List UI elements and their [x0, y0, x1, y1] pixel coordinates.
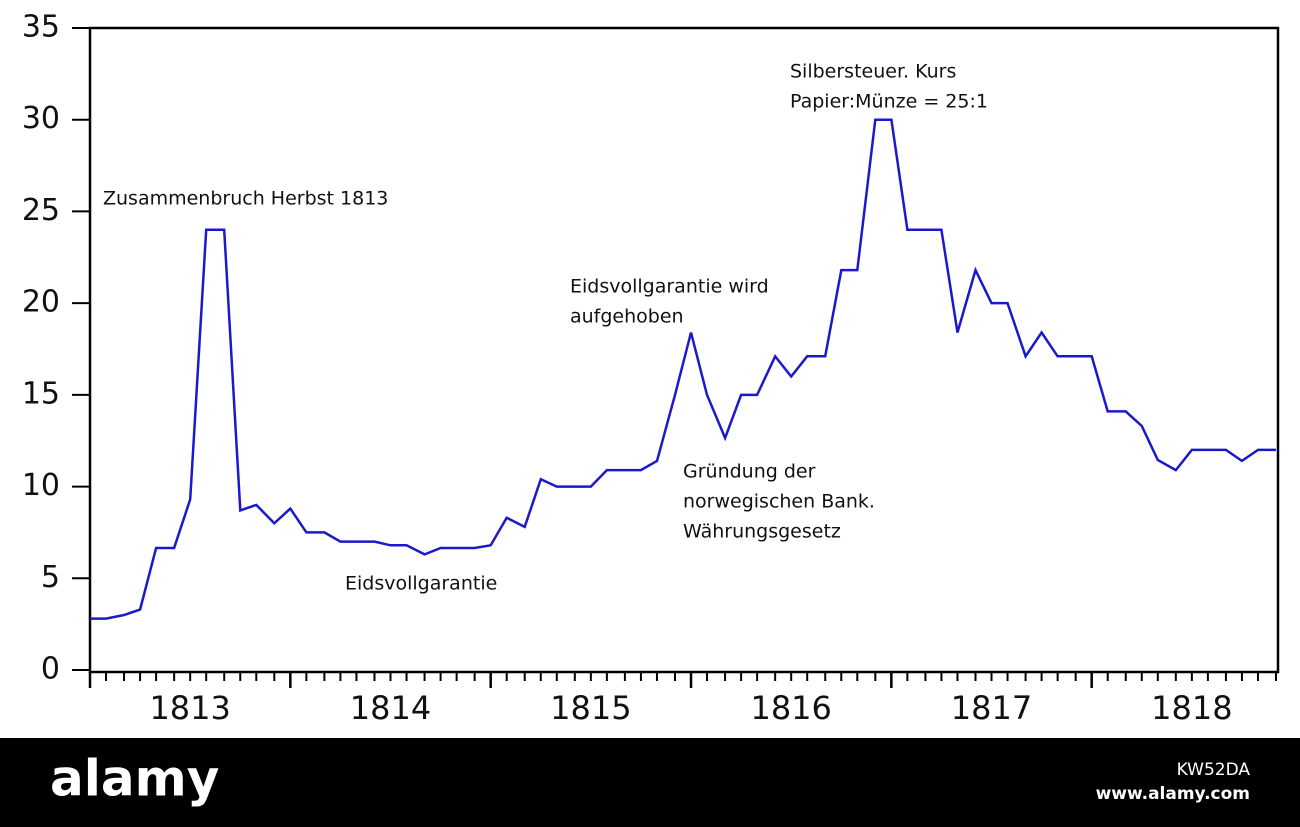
annotation: Silbersteuer. Kurs	[790, 61, 956, 83]
annotation: norwegischen Bank.	[683, 491, 875, 513]
y-tick-label: 15	[22, 376, 60, 411]
x-tick-label: 1817	[951, 689, 1032, 727]
watermark-logo: alamy	[50, 750, 219, 808]
annotation: Gründung der	[683, 461, 816, 483]
y-tick-label: 10	[22, 468, 60, 503]
watermark-band	[0, 738, 1300, 827]
watermark-url: www.alamy.com	[1096, 784, 1250, 804]
x-tick-label: 1813	[149, 689, 230, 727]
y-tick-label: 20	[22, 285, 60, 320]
x-tick-label: 1815	[550, 689, 631, 727]
annotation: aufgehoben	[570, 306, 684, 328]
annotation: Währungsgesetz	[683, 521, 841, 543]
plot-frame	[88, 26, 1280, 674]
x-tick-label: 1818	[1151, 689, 1232, 727]
y-tick-label: 35	[22, 10, 60, 45]
y-tick-label: 25	[22, 193, 60, 228]
x-tick-label: 1816	[750, 689, 831, 727]
annotation: Papier:Münze = 25:1	[790, 91, 988, 113]
annotation: Eidsvollgarantie	[345, 573, 497, 595]
watermark-id: KW52DA	[1177, 760, 1251, 780]
annotation: Eidsvollgarantie wird	[570, 276, 769, 298]
annotation: Zusammenbruch Herbst 1813	[103, 188, 388, 210]
y-tick-label: 30	[22, 101, 60, 136]
data-line	[90, 118, 1276, 620]
x-tick-label: 1814	[350, 689, 431, 727]
y-tick-label: 5	[41, 560, 60, 595]
y-tick-label: 0	[41, 652, 60, 687]
